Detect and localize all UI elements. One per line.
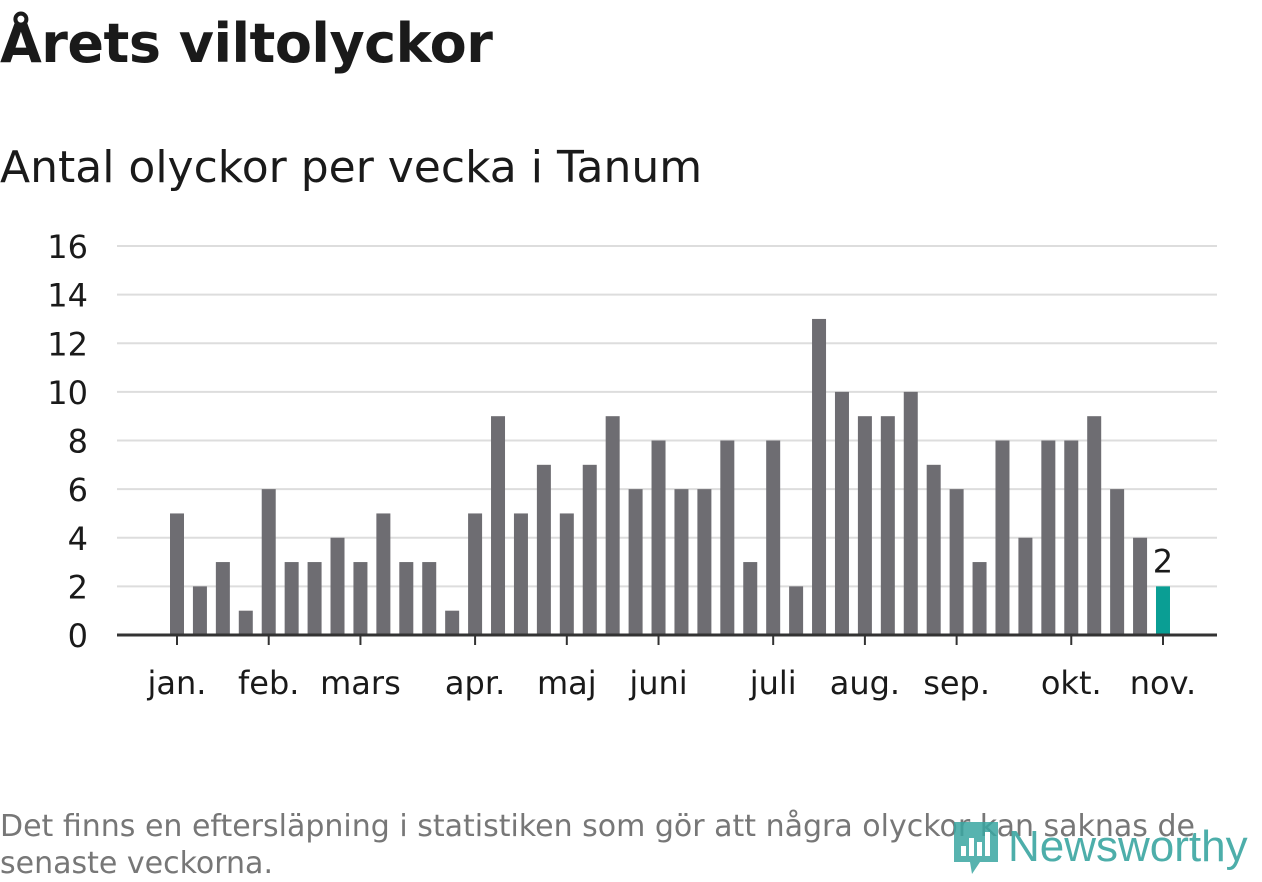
bar xyxy=(238,610,253,635)
newsworthy-logo: Newsworthy xyxy=(950,818,1248,876)
bar xyxy=(834,391,849,635)
bar xyxy=(766,440,781,635)
chart-subtitle: Antal olyckor per vecka i Tanum xyxy=(0,142,703,193)
bar xyxy=(1133,537,1148,635)
y-tick-label: 4 xyxy=(68,520,88,558)
bar xyxy=(215,562,230,635)
bar xyxy=(399,562,414,635)
bar xyxy=(697,489,712,635)
bar xyxy=(880,416,895,635)
bar xyxy=(674,489,689,635)
bar xyxy=(1064,440,1079,635)
bar xyxy=(720,440,735,635)
x-tick-label: juli xyxy=(749,664,797,702)
bar-highlight xyxy=(1155,586,1170,635)
bars xyxy=(170,318,1170,635)
bar xyxy=(284,562,299,635)
chart-title: Årets viltolyckor xyxy=(0,12,493,75)
bar xyxy=(789,586,804,635)
bar xyxy=(582,464,597,635)
y-tick-label: 16 xyxy=(47,228,88,266)
bar xyxy=(261,489,276,635)
bar xyxy=(972,562,987,635)
bar xyxy=(422,562,437,635)
bar xyxy=(559,513,574,635)
y-axis-labels: 0 2 4 6 8 10 12 14 16 xyxy=(47,228,88,655)
x-tick-label: maj xyxy=(537,664,597,702)
bar-chart: 0 2 4 6 8 10 12 14 16 jan. feb. mars apr. maj juni jul… xyxy=(47,228,1217,702)
y-tick-label: 2 xyxy=(68,568,88,606)
highlight-value-label: 2 xyxy=(1153,542,1173,580)
bar xyxy=(1110,489,1125,635)
y-tick-label: 10 xyxy=(47,374,88,412)
bar xyxy=(513,513,528,635)
bar xyxy=(1018,537,1033,635)
bar xyxy=(995,440,1010,635)
x-tick-label: feb. xyxy=(238,664,299,702)
y-tick-label: 8 xyxy=(68,423,88,461)
y-tick-label: 12 xyxy=(47,325,88,363)
x-tick-label: juni xyxy=(628,664,687,702)
bar xyxy=(192,586,207,635)
bar xyxy=(605,416,620,635)
grid-lines xyxy=(117,245,1217,588)
x-tick-label: apr. xyxy=(445,664,505,702)
bar xyxy=(949,489,964,635)
bar xyxy=(628,489,643,635)
x-tick-label: jan. xyxy=(147,664,207,702)
newsworthy-logo-text: Newsworthy xyxy=(1008,822,1248,871)
bar xyxy=(445,610,460,635)
bar xyxy=(857,416,872,635)
bar xyxy=(743,562,758,635)
bar xyxy=(330,537,345,635)
y-tick-label: 6 xyxy=(68,471,88,509)
bar xyxy=(926,464,941,635)
bar xyxy=(651,440,666,635)
bar xyxy=(307,562,322,635)
y-tick-label: 0 xyxy=(68,617,88,655)
bar xyxy=(468,513,483,635)
bar xyxy=(491,416,506,635)
x-tick-label: mars xyxy=(320,664,401,702)
bar xyxy=(376,513,391,635)
y-tick-label: 14 xyxy=(47,277,88,315)
newsworthy-logo-icon xyxy=(954,822,998,874)
x-tick-label: nov. xyxy=(1130,664,1196,702)
bar xyxy=(170,513,184,635)
bar xyxy=(1087,416,1102,635)
bar xyxy=(812,318,827,635)
bar xyxy=(353,562,368,635)
bar xyxy=(1041,440,1056,635)
bar xyxy=(903,391,918,635)
annotations: 2 xyxy=(1153,542,1173,580)
x-tick-label: okt. xyxy=(1041,664,1102,702)
x-tick-label: aug. xyxy=(830,664,900,702)
x-axis: jan. feb. mars apr. maj juni juli aug. sep. okt. n… xyxy=(117,633,1217,702)
x-tick-label: sep. xyxy=(923,664,990,702)
bar xyxy=(536,464,551,635)
